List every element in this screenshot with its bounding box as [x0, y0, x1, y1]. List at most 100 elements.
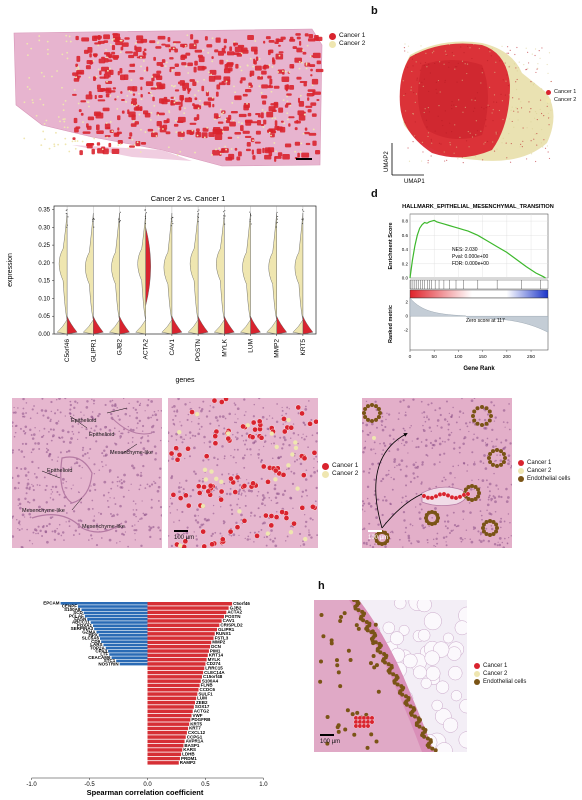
gsea-metric-frame: [409, 297, 549, 351]
legend-f-cancer1: Cancer 1: [527, 460, 552, 466]
scale-bar-h: [320, 734, 334, 736]
positive-bar-label: AVPR1A: [186, 739, 205, 744]
violin-ytick-label: 0.15: [38, 279, 50, 285]
legend-e: Cancer 1 Cancer 2: [322, 462, 358, 478]
gsea-ytick-label: 0.4: [402, 247, 409, 252]
violin-frame: [53, 205, 317, 335]
positive-bar: [147, 649, 209, 653]
violin-cancer1-body: [66, 316, 78, 335]
positive-bar-label: KRT7: [189, 726, 201, 731]
negative-bar-label: CEACAM6: [88, 655, 111, 660]
positive-bar: [147, 748, 183, 752]
positive-bar-label: CLEC14A: [204, 670, 225, 675]
violin-bodies: [56, 206, 314, 335]
positive-bar: [147, 726, 189, 731]
negative-bar: [101, 640, 148, 643]
positive-bar-label: RAMP2: [180, 760, 196, 765]
positive-bar-label: CCPG1: [187, 734, 203, 739]
positive-bar: [147, 722, 190, 726]
annot-epithelioid-3: Epithelioid: [47, 468, 73, 474]
positive-bar-label: LUM: [197, 696, 207, 701]
scale-label-e: 100 µm: [174, 535, 195, 541]
violin-cancer1-body: [119, 316, 130, 335]
tissue-overview-svg: [13, 28, 324, 167]
spearman-xtick-label: -1.0: [26, 782, 37, 788]
tissue-e-left-svg: [12, 398, 162, 548]
gsea-ytick-label: 0.2: [402, 261, 409, 266]
gsea-hit-bars: [409, 279, 549, 290]
legend-h-endothelial: Endothelial cells: [483, 679, 527, 685]
panel-letter-d: d: [371, 188, 378, 200]
violin-category-label: ACTA2: [143, 339, 150, 360]
positive-bar-label: LRRC15: [205, 666, 223, 671]
violin-ytick-label: 0.25: [38, 243, 50, 249]
negative-bar-label: SERPINA3: [71, 626, 94, 631]
spearman-xtick-label: -0.5: [84, 782, 95, 788]
gsea-rank-gradient: [409, 289, 549, 299]
tissue-f-svg: [362, 398, 512, 548]
positive-bar: [147, 606, 229, 610]
positive-bar: [147, 670, 204, 675]
endothelial-swatch-f: [518, 476, 524, 482]
negative-bar-label: HPX: [89, 633, 98, 638]
violin-cancer1-body: [93, 316, 104, 335]
positive-bar-label: CAV1: [223, 618, 235, 623]
positive-bar-label: C15orf48: [203, 674, 223, 679]
cancer1-swatch: [329, 32, 336, 40]
panel-e-left-tissue: Epithelioid Mesenchyme-like Epithelioid …: [12, 398, 162, 548]
positive-bar-label: SOX17: [195, 704, 210, 709]
spearman-bar-chart: EPCAMCENPFS100A8SCDPCLAFFASNABCC11FOXA1S…: [26, 601, 268, 798]
positive-bar: [147, 662, 206, 666]
positive-bar-label: ZEB2: [196, 700, 208, 705]
positive-bar-label: GLIPR1: [218, 627, 235, 632]
umap-xlabel: UMAP1: [404, 179, 425, 185]
annot-mesenchyme-2: Mesenchyme-like: [22, 508, 65, 514]
positive-bar: [147, 619, 222, 623]
cancer1-spots-overview: [72, 33, 324, 162]
negative-bar-label: NOSTRIN: [98, 661, 118, 666]
cancer1-swatch-e: [322, 462, 329, 470]
legend-f: Cancer 1 Cancer 2 Endothelial cells: [518, 459, 570, 483]
legend-h-cancer2: Cancer 2: [483, 671, 508, 677]
cancer1-spots-f: [372, 436, 471, 501]
positive-bar-label: C5orf46: [233, 601, 250, 606]
negative-bar-label: GZMA: [82, 629, 96, 634]
positive-bar: [147, 632, 215, 636]
positive-bar-label: S100A4: [202, 678, 219, 683]
scale-label-f: 100 µm: [368, 535, 389, 541]
spearman-xtick-label: 0.5: [201, 782, 210, 788]
violin-cancer1-body: [250, 316, 261, 335]
violin-category-label: GJB2: [117, 339, 124, 356]
gsea-metric-tick: 0: [405, 314, 408, 319]
legend-e-cancer1: Cancer 1: [332, 462, 359, 469]
positive-bar: [147, 653, 208, 658]
violin-ytick-label: 0.30: [38, 225, 50, 231]
negative-bar: [81, 608, 148, 611]
spearman-xlabel: Spearman correlation coefficient: [87, 788, 204, 797]
positive-bar-label: KRT14: [209, 653, 224, 658]
positive-bar: [147, 718, 191, 722]
negative-bar-label: CPA3: [95, 649, 107, 654]
positive-bar: [147, 713, 192, 718]
positive-bar: [147, 731, 187, 735]
negative-bar-label: LTF: [100, 652, 108, 657]
positive-bar: [147, 709, 193, 713]
positive-bar: [147, 705, 194, 709]
violin-cancer1-body: [302, 316, 314, 335]
panel-e-right-tissue: 100 µm: [168, 398, 318, 548]
negative-bar: [105, 646, 148, 650]
positive-bar: [147, 627, 218, 632]
violin-cancer1-body: [197, 316, 209, 335]
legend-f-cancer2: Cancer 2: [527, 468, 552, 474]
endothelial-swatch-h: [474, 679, 480, 685]
positive-bar-label: CXCL12: [188, 730, 206, 735]
gsea-nes: NES: 2.030: [452, 247, 478, 253]
panel-f-tissue: 100 µm: [362, 398, 512, 548]
positive-bar: [147, 614, 224, 619]
violin-category-label: MYLK: [221, 338, 228, 356]
negative-bar: [108, 650, 148, 653]
violin-category-label: GLIPR1: [90, 339, 97, 363]
negative-bar: [83, 611, 148, 615]
positive-bar-label: PDGFRB: [191, 717, 211, 722]
positive-bar: [147, 743, 184, 748]
